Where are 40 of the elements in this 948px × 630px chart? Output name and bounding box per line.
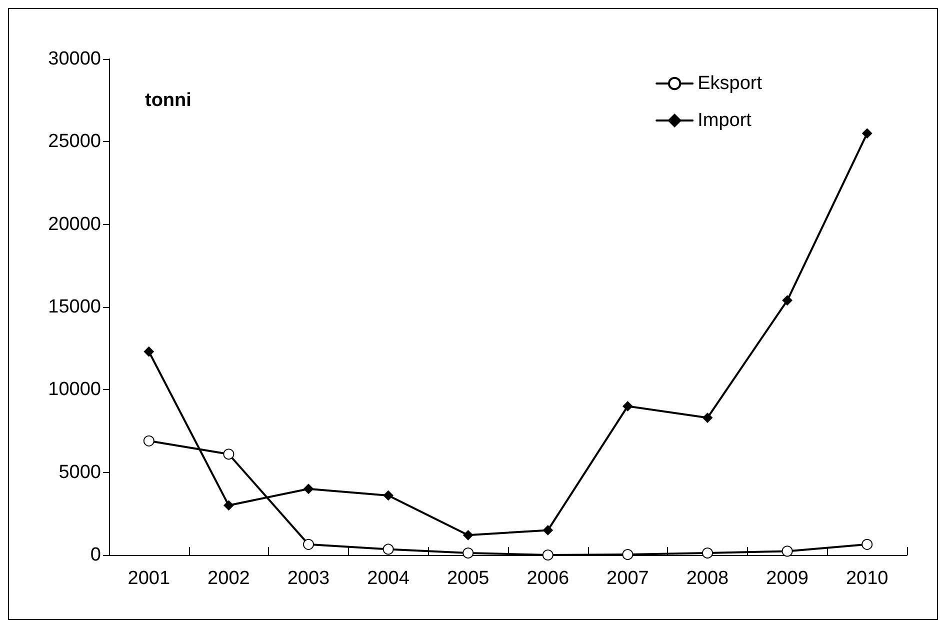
x-tick-label: 2004: [367, 568, 410, 589]
y-tick-label: 25000: [48, 131, 101, 152]
y-tick-label: 10000: [48, 379, 101, 400]
y-tick-label: 30000: [48, 48, 101, 70]
x-tick-label: 2002: [208, 568, 250, 589]
point: [542, 525, 553, 536]
x-tick-label: 2003: [287, 568, 330, 589]
point: [304, 484, 314, 494]
x-tick-label: 2007: [606, 568, 649, 589]
y-axis-title: tonni: [145, 90, 192, 111]
x-tick-label: 2008: [686, 568, 729, 589]
point: [702, 412, 712, 423]
point: [622, 549, 634, 560]
x-tick-label: 2005: [446, 568, 490, 589]
legend-label: Import: [698, 110, 752, 131]
point: [782, 295, 792, 306]
point: [144, 346, 154, 357]
point: [143, 435, 154, 446]
y-tick-label: 0: [90, 544, 101, 566]
point: [223, 448, 234, 460]
legend-label: Eksport: [698, 73, 763, 94]
point: [382, 544, 394, 555]
point: [622, 401, 633, 412]
x-tick-label: 2009: [766, 568, 808, 589]
point: [224, 500, 234, 510]
point: [542, 550, 554, 560]
x-tick-label: 2010: [846, 568, 888, 589]
point: [462, 548, 474, 559]
point: [463, 530, 474, 540]
x-tick-label: 2001: [128, 568, 170, 589]
point: [862, 538, 873, 550]
x-tick-label: 2006: [526, 568, 570, 589]
y-tick-label: 15000: [48, 296, 101, 318]
y-tick-label: 20000: [48, 214, 101, 235]
point: [383, 490, 394, 500]
y-tick-label: 5000: [58, 462, 101, 483]
point: [702, 548, 713, 559]
point: [303, 538, 314, 550]
point: [782, 546, 793, 557]
point: [862, 128, 872, 138]
